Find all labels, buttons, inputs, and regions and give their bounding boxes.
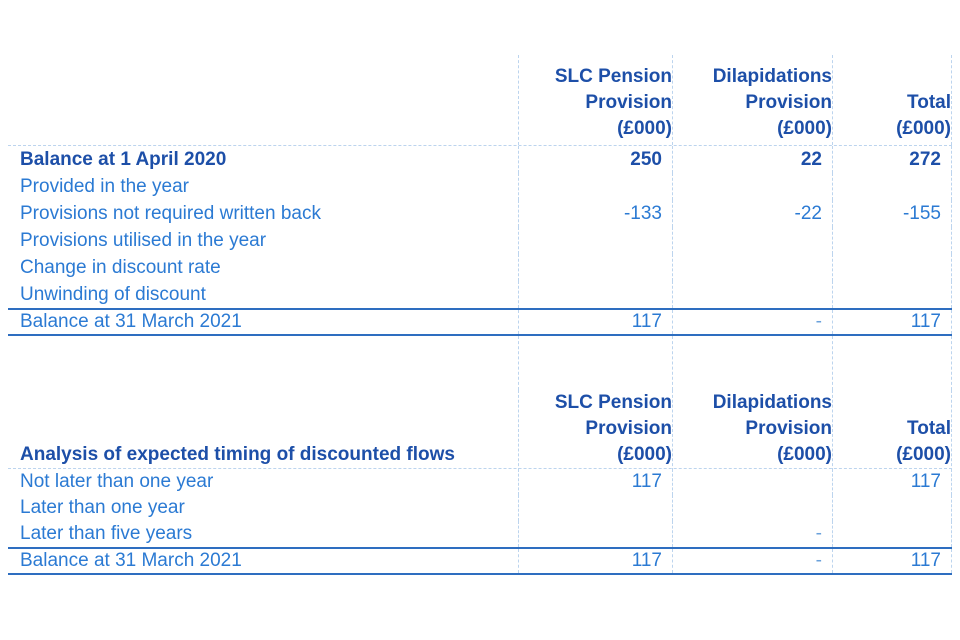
- table-row-written-back: Provisions not required written back -13…: [8, 200, 952, 227]
- row-label: Provided in the year: [20, 175, 189, 197]
- column-header-dilapidations: Dilapidations Provision (£000): [672, 390, 832, 471]
- table-row-provided: Provided in the year: [8, 173, 952, 200]
- header-line: (£000): [617, 118, 672, 139]
- table-row-opening-balance: Balance at 1 April 2020 250 22 272: [8, 146, 952, 173]
- cell-dilapidations: [672, 469, 832, 495]
- section-title: Analysis of expected timing of discounte…: [20, 444, 455, 465]
- cell-total: -155: [832, 200, 952, 227]
- cell-dilapidations: [672, 281, 832, 308]
- cell-slc-pension: 117: [518, 469, 672, 495]
- cell-total: [832, 521, 952, 547]
- cell-slc-pension: [518, 521, 672, 547]
- cell-total: [832, 173, 952, 200]
- header-line: Provision: [585, 92, 672, 113]
- table-row-closing-balance: Balance at 31 March 2021 117 - 117: [8, 547, 952, 575]
- cell-total: [832, 254, 952, 281]
- cell-slc-pension: [518, 281, 672, 308]
- cell-slc-pension: [518, 173, 672, 200]
- cell-slc-pension: 117: [518, 310, 672, 334]
- row-label: Unwinding of discount: [20, 283, 206, 305]
- header-line: Provision: [585, 418, 672, 439]
- column-header-dilapidations: Dilapidations Provision (£000): [672, 55, 832, 145]
- header-line: (£000): [617, 444, 672, 465]
- column-header-total: Total (£000): [832, 55, 952, 145]
- header-line: Provision: [745, 418, 832, 439]
- row-label: Not later than one year: [20, 471, 214, 492]
- column-header-slc-pension: SLC Pension Provision (£000): [518, 55, 672, 145]
- table-row-later-one-year: Later than one year: [8, 495, 952, 521]
- table-row-utilised: Provisions utilised in the year: [8, 227, 952, 254]
- cell-total: 117: [832, 469, 952, 495]
- cell-dilapidations: 22: [672, 146, 832, 173]
- header-line: (£000): [896, 444, 951, 465]
- cell-slc-pension: [518, 495, 672, 521]
- cell-total: [832, 495, 952, 521]
- cell-slc-pension: [518, 227, 672, 254]
- header-line: Dilapidations: [712, 392, 832, 413]
- header-line: Total: [907, 418, 951, 439]
- cell-total: 117: [832, 310, 952, 334]
- table-row-unwinding: Unwinding of discount: [8, 281, 952, 308]
- cell-total: 117: [832, 549, 952, 573]
- table-row-later-five-years: Later than five years -: [8, 521, 952, 547]
- cell-dilapidations: -22: [672, 200, 832, 227]
- cell-dilapidations: [672, 495, 832, 521]
- column-header-total: Total (£000): [832, 390, 952, 471]
- row-label: Later than one year: [20, 497, 185, 518]
- gap-cell: [832, 336, 952, 390]
- header-line: (£000): [777, 118, 832, 139]
- cell-slc-pension: 117: [518, 549, 672, 573]
- header-line: SLC Pension: [554, 66, 672, 87]
- row-label: Change in discount rate: [20, 256, 221, 278]
- cell-dilapidations: -: [672, 549, 832, 573]
- row-label: Balance at 31 March 2021: [20, 311, 242, 332]
- row-label: Balance at 1 April 2020: [20, 148, 227, 170]
- table2-header-row: Analysis of expected timing of discounte…: [8, 390, 952, 471]
- header-line: Total: [907, 92, 951, 113]
- cell-total: 272: [832, 146, 952, 173]
- table-row-not-later-one-year: Not later than one year 117 117: [8, 469, 952, 495]
- cell-dilapidations: [672, 173, 832, 200]
- header-line: Provision: [745, 92, 832, 113]
- table1-header-row: SLC Pension Provision (£000) Dilapidatio…: [8, 55, 952, 146]
- row-label: Later than five years: [20, 523, 193, 544]
- cell-slc-pension: -133: [518, 200, 672, 227]
- gap-cell: [518, 336, 672, 390]
- table-gap: [8, 336, 952, 390]
- provisions-tables: SLC Pension Provision (£000) Dilapidatio…: [8, 55, 952, 575]
- cell-dilapidations: -: [672, 521, 832, 547]
- row-label: Provisions not required written back: [20, 202, 321, 224]
- table-row-discount-rate: Change in discount rate: [8, 254, 952, 281]
- row-label: Provisions utilised in the year: [20, 229, 267, 251]
- header-line: SLC Pension: [554, 392, 672, 413]
- cell-total: [832, 281, 952, 308]
- cell-total: [832, 227, 952, 254]
- row-label: Balance at 31 March 2021: [20, 550, 242, 571]
- header-line: (£000): [896, 118, 951, 139]
- cell-slc-pension: [518, 254, 672, 281]
- table1-header-empty: [8, 55, 518, 145]
- gap-cell: [672, 336, 832, 390]
- column-header-slc-pension: SLC Pension Provision (£000): [518, 390, 672, 471]
- cell-slc-pension: 250: [518, 146, 672, 173]
- header-line: (£000): [777, 444, 832, 465]
- cell-dilapidations: -: [672, 310, 832, 334]
- cell-dilapidations: [672, 227, 832, 254]
- table-row-closing-balance: Balance at 31 March 2021 117 - 117: [8, 308, 952, 336]
- cell-dilapidations: [672, 254, 832, 281]
- gap-cell: [8, 336, 518, 390]
- header-line: Dilapidations: [712, 66, 832, 87]
